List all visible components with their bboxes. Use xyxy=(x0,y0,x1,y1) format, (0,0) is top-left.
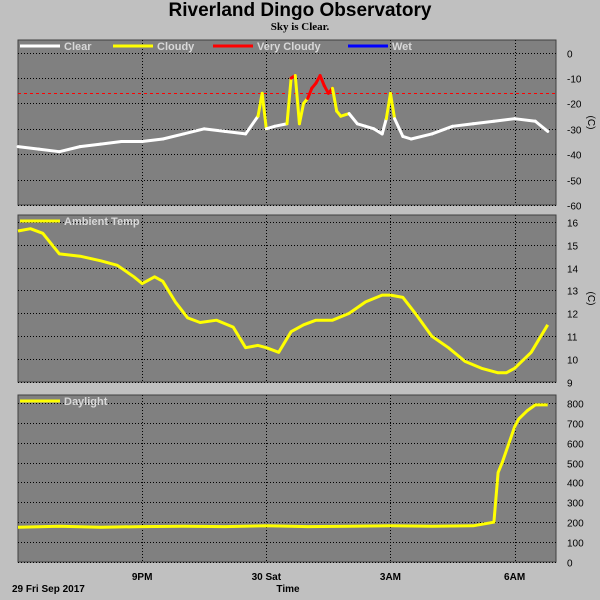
series-sky-segment xyxy=(244,114,260,136)
series-sky-segment xyxy=(513,117,537,123)
y-tick-label: 300 xyxy=(567,499,584,510)
y-tick-label: 0 xyxy=(567,559,573,570)
series-sky-segment xyxy=(57,145,82,154)
y-tick-label: 800 xyxy=(567,400,584,411)
series-sky-segment xyxy=(78,142,103,149)
series-sky-segment xyxy=(223,129,248,136)
y-tick-label: 12 xyxy=(567,310,579,321)
series-sky-segment xyxy=(372,127,384,136)
y-tick-label: 11 xyxy=(567,333,578,344)
series-sky-segment xyxy=(99,140,123,146)
legend-label: Clear xyxy=(64,41,92,53)
series-sky-segment xyxy=(393,117,405,138)
y-tick-label: 600 xyxy=(567,440,584,451)
y-tick-label: -10 xyxy=(567,75,582,86)
series-sky-segment xyxy=(260,91,268,131)
y-tick-label: 700 xyxy=(567,420,584,431)
y-tick-label: 13 xyxy=(567,287,579,298)
y-tick-label: 14 xyxy=(567,265,579,276)
y-tick-label: -20 xyxy=(567,100,582,111)
series-sky-segment xyxy=(451,122,475,128)
series-sky-segment xyxy=(273,122,289,128)
x-tick-label: 9PM xyxy=(132,572,153,583)
y-tick-label: 0 xyxy=(567,50,573,61)
series-sky-segment xyxy=(492,117,517,123)
series-sky-segment xyxy=(533,119,550,133)
series-sky-segment xyxy=(37,147,61,154)
plot-area-ambient xyxy=(17,214,557,383)
y-tick-label: -40 xyxy=(567,151,582,162)
y-axis-unit: (C) xyxy=(585,292,596,306)
y-tick-label: 500 xyxy=(567,460,584,471)
legend-label: Very Cloudy xyxy=(257,41,321,53)
series-sky-segment xyxy=(293,74,301,126)
legend-label: Cloudy xyxy=(157,41,195,53)
legend-label: Wet xyxy=(392,41,412,53)
y-tick-label: 16 xyxy=(567,219,579,230)
series-sky-segment xyxy=(285,76,293,126)
x-tick-label: 30 Sat xyxy=(252,572,282,583)
y-axis-unit: (C) xyxy=(585,116,596,130)
series-sky-segment xyxy=(430,124,455,136)
legend-label: Daylight xyxy=(64,396,108,408)
y-tick-label: 200 xyxy=(567,519,584,530)
series-sky-segment xyxy=(388,91,397,121)
series-sky-segment xyxy=(297,101,306,126)
series-sky-segment xyxy=(202,127,227,133)
series-sky-segment xyxy=(16,145,41,151)
series-sky-segment xyxy=(161,132,186,141)
y-tick-label: 10 xyxy=(567,356,579,367)
series-sky-segment xyxy=(471,119,496,126)
series-sky-segment xyxy=(318,74,326,88)
legend-label: Ambient Temp xyxy=(64,216,140,228)
series-line-daylight xyxy=(17,403,548,529)
series-sky-segment xyxy=(140,137,165,144)
y-tick-label: 15 xyxy=(567,242,579,253)
page-subtitle: Sky is Clear. xyxy=(270,21,330,33)
y-tick-label: -30 xyxy=(567,126,582,137)
series-line-ambient xyxy=(17,227,549,375)
series-sky-segment xyxy=(409,132,434,141)
x-tick-label: 6AM xyxy=(504,572,525,583)
plot-area-daylight xyxy=(17,394,557,563)
y-tick-label: 100 xyxy=(567,539,584,550)
y-tick-label: -60 xyxy=(567,202,582,213)
x-axis-label: Time xyxy=(276,584,300,595)
series-sky-segment xyxy=(182,127,206,136)
series-sky-segment xyxy=(306,86,314,100)
series-sky-segment xyxy=(380,117,388,136)
y-tick-label: -50 xyxy=(567,177,582,188)
series-sky-segment xyxy=(331,86,339,113)
x-tick-label: 3AM xyxy=(380,572,401,583)
y-tick-label: 9 xyxy=(567,379,573,390)
page-title: Riverland Dingo Observatory xyxy=(168,0,432,21)
series-sky-segment xyxy=(347,112,359,126)
y-tick-label: 400 xyxy=(567,479,584,490)
date-label: 29 Fri Sep 2017 xyxy=(12,584,85,595)
